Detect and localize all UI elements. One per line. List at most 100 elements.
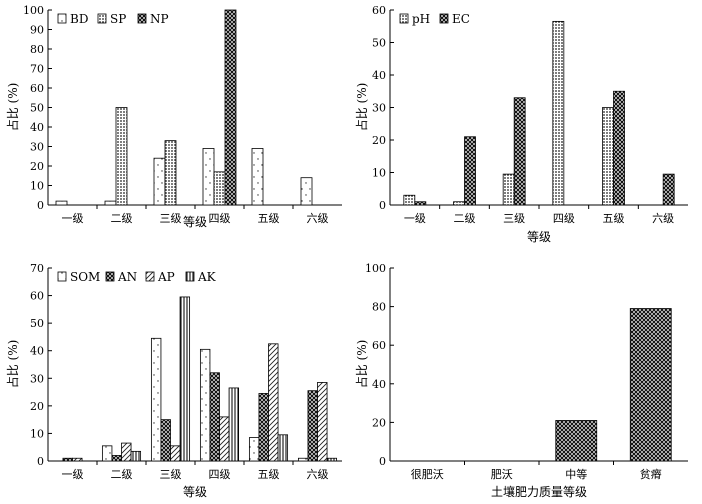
panel-2-x-tick-label: 三级 [503, 212, 525, 225]
panel-2-y-tick-label: 40 [372, 69, 386, 82]
panel-1-x-tick-label: 二级 [111, 212, 133, 225]
panel-3-bar-ak [130, 450, 142, 462]
panel-1-y-tick-label: 70 [30, 63, 44, 76]
panel-1-y-tick-label: 40 [30, 121, 44, 134]
panel-4-y-tick-label: 40 [372, 378, 386, 391]
panel-3-bar-som [248, 437, 260, 462]
panel-3-bar-ak [277, 434, 289, 462]
panel-1-legend: BD SP NP [57, 12, 169, 26]
panel-2-legend-swatch-ph [399, 13, 409, 24]
panel-1-y-tick-label: 60 [30, 82, 44, 95]
panel-3-x-tick-label: 三级 [160, 468, 182, 481]
panel-3-legend-label-som: SOM [70, 270, 100, 284]
panel-3-bars [62, 296, 338, 462]
panel-2-y-tick-label: 50 [372, 37, 386, 50]
panel-3-y-tick-label: 50 [30, 317, 44, 330]
panel-4-axes: 0 20 40 60 80 100 很肥沃 肥沃 中等 贫瘠 [365, 262, 688, 481]
panel-3-x-axis-title: 等级 [183, 485, 207, 499]
panel-2-bar-ec [662, 173, 675, 206]
panel-2-bar-ph [502, 173, 515, 206]
panel-1-bar-bd [153, 157, 166, 206]
panel-1-legend-label-bd: BD [70, 12, 88, 26]
panel-3-legend-label-ak: AK [197, 270, 217, 284]
panel-1-bar-np [224, 9, 237, 206]
panel-1-x-tick-label: 五级 [258, 212, 280, 225]
panel-2-y-tick-label: 30 [372, 102, 386, 115]
panel-1-x-axis-title: 等级 [183, 215, 207, 229]
panel-3-y-tick-label: 40 [30, 345, 44, 358]
panel-1-bar-bd [300, 177, 313, 206]
panel-3-legend-swatch-ak [185, 271, 195, 282]
panel-4-x-tick-label: 很肥沃 [411, 467, 444, 481]
panel-4-y-tick-label: 100 [365, 262, 386, 275]
panel-1-axes: 0 10 20 30 40 50 60 70 80 90 100 一级 二级 三级 四级 五级 六级 [23, 4, 342, 225]
panel-2-bar-ec [464, 136, 476, 206]
panel-1-legend-swatch-bd [57, 13, 67, 24]
panel-3-y-tick-label: 10 [30, 427, 44, 440]
panel-3-x-tick-label: 六级 [307, 468, 329, 481]
panel-1-bar-bd [104, 200, 117, 206]
panel-2-y-tick-label: 10 [372, 167, 386, 180]
panel-3-y-tick-label: 60 [30, 290, 44, 303]
panel-3-bar-som [150, 337, 162, 462]
panel-2-y-axis-title: 占比 (%) [354, 83, 369, 132]
panel-1-y-tick-label: 80 [30, 43, 44, 56]
panel-3-bar-som [101, 445, 113, 462]
panel-2-legend-label-ph: pH [412, 12, 430, 26]
panel-3-legend-swatch-ap [145, 271, 155, 282]
panel-3-legend-label-ap: AP [157, 270, 175, 284]
panel-2-bars [403, 20, 675, 206]
panel-3-y-axis-title: 占比 (%) [5, 340, 20, 389]
panel-3-bar-an [160, 419, 171, 462]
panel-4-bars [555, 308, 672, 462]
panel-1-legend-label-sp: SP [110, 12, 126, 26]
panel-2-bar-ec [513, 97, 526, 206]
panel-2-bar-ph [602, 107, 614, 206]
panel-1-legend-swatch-sp [97, 13, 107, 24]
panel-2-y-tick-label: 0 [379, 199, 386, 212]
panel-4-y-tick-label: 80 [372, 301, 386, 314]
panel-3-legend-swatch-som [57, 271, 67, 282]
panel-4-x-tick-label: 贫瘠 [640, 467, 662, 481]
panel-2-x-tick-label: 六级 [652, 212, 674, 225]
panel-1-x-tick-label: 四级 [209, 212, 231, 225]
panel-2-y-tick-label: 20 [372, 134, 386, 147]
panel-4-y-tick-label: 20 [372, 416, 386, 429]
panel-1-y-tick-label: 30 [30, 141, 44, 154]
panel-3-legend-swatch-an [105, 271, 115, 282]
panel-4-x-axis-title: 土壤肥力质量等级 [491, 484, 587, 499]
panel-1-bar-sp [115, 107, 128, 206]
panel-1-legend-label-np: NP [150, 12, 169, 26]
panel-3-bar-ap [72, 457, 83, 462]
panel-3-legend-label-an: AN [117, 270, 137, 284]
panel-3-y-tick-label: 20 [30, 400, 44, 413]
panel-3-bar-ak [326, 457, 338, 462]
panel-1-bar-bd [251, 148, 264, 206]
panel-2-x-axis-title: 等级 [527, 230, 551, 244]
panel-3-bar-ap [317, 382, 328, 462]
panel-1-y-tick-label: 0 [37, 199, 44, 212]
panel-2-legend-swatch-ec [439, 13, 449, 24]
panel-3-bar-an [62, 457, 73, 462]
panel-1-x-tick-label: 一级 [62, 212, 84, 225]
panel-2-y-tick-label: 60 [372, 4, 386, 17]
panel-1-y-tick-label: 50 [30, 102, 44, 115]
panel-3-bar-som [297, 457, 309, 462]
panel-3-legend: SOM AN AP AK [57, 270, 217, 284]
panel-2-x-tick-label: 四级 [553, 212, 575, 225]
chart-panel-2: 0 10 20 30 40 50 60 一级 二级 三级 四级 五级 六级 pH EC 等级 占比 (%) [354, 4, 688, 244]
panel-2-bar-ph [552, 20, 565, 206]
panel-4-bar-value [555, 420, 598, 462]
panel-1-y-tick-label: 20 [30, 160, 44, 173]
panel-3-x-tick-label: 五级 [258, 468, 280, 481]
chart-panel-4: 0 20 40 60 80 100 很肥沃 肥沃 中等 贫瘠 土壤肥力质量等级 占比 (%) [354, 262, 688, 499]
panel-3-bar-an [209, 372, 220, 462]
panel-2-bar-ph [453, 201, 465, 206]
panel-4-y-axis-title: 占比 (%) [354, 340, 369, 389]
chart-panel-3: 0 10 20 30 40 50 60 70 一级 二级 三级 四级 五级 六级 SOM AN AP AK 等级… [5, 262, 342, 499]
panel-3-bar-ap [121, 442, 132, 462]
panel-2-x-tick-label: 一级 [404, 212, 426, 225]
panel-1-bar-bd [202, 148, 215, 206]
panel-3-bar-an [258, 393, 269, 462]
